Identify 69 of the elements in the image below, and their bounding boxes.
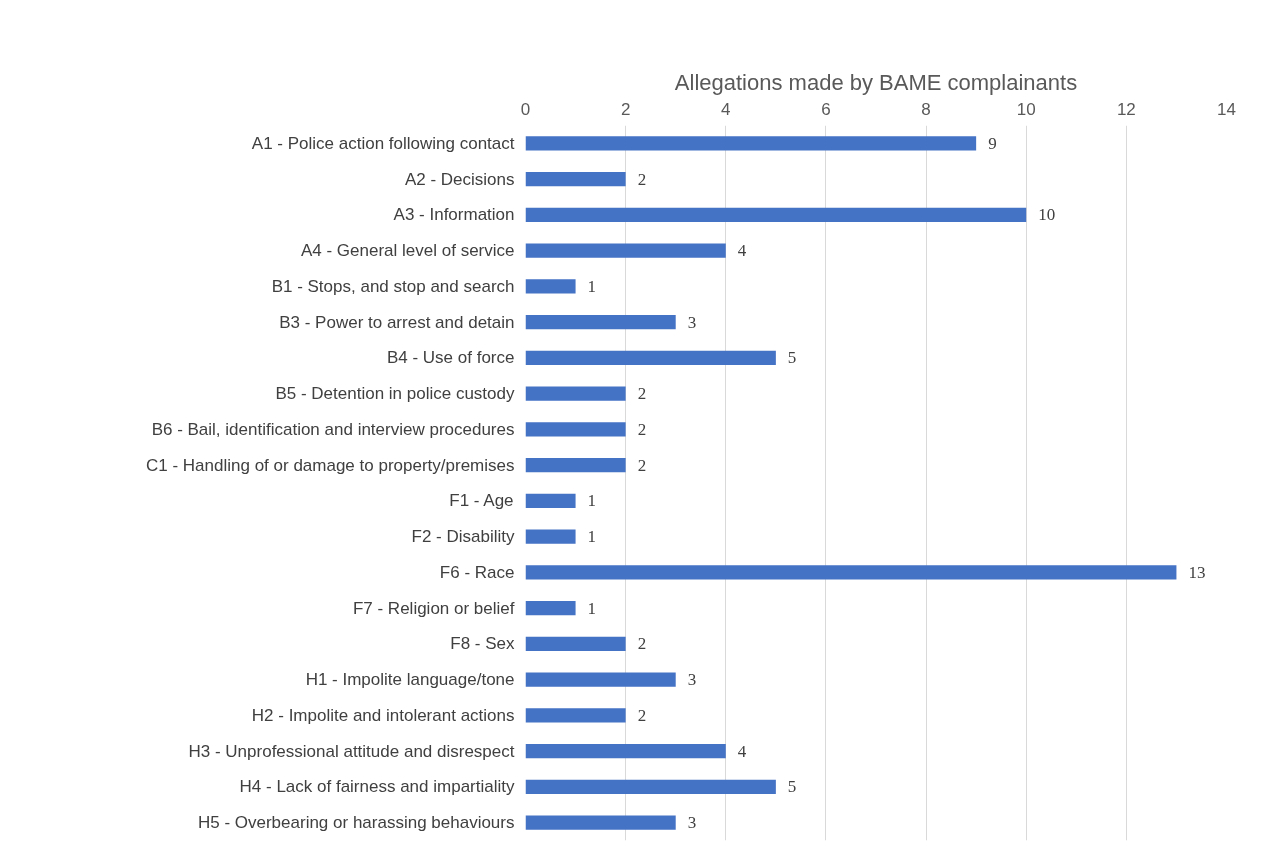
y-tick-label: F7 - Religion or belief (352, 598, 515, 618)
data-label: 3 (687, 670, 697, 690)
x-tick-label: 12 (1116, 99, 1136, 119)
bar (525, 743, 726, 759)
bar (525, 636, 626, 652)
bar (525, 350, 776, 366)
x-tick-label: 2 (620, 99, 631, 119)
bar (525, 672, 676, 687)
bar (525, 815, 676, 830)
bar (525, 493, 576, 509)
data-label: 2 (637, 169, 647, 189)
y-tick-label: A3 - Information (393, 205, 515, 225)
y-tick-label: B1 - Stops, and stop and search (271, 276, 515, 296)
x-tick-label: 0 (520, 99, 531, 119)
bar (525, 314, 676, 330)
bar (525, 457, 626, 473)
data-label: 1 (587, 491, 597, 511)
y-tick-label: F6 - Race (439, 562, 515, 582)
bar (525, 136, 977, 151)
data-label: 1 (587, 527, 597, 547)
bar (525, 243, 726, 258)
data-label: 3 (687, 813, 697, 833)
data-label: 1 (587, 276, 597, 296)
data-label: 2 (637, 419, 647, 439)
data-label: 13 (1188, 562, 1206, 582)
y-tick-label: A2 - Decisions (404, 169, 515, 189)
data-label: 5 (787, 777, 797, 797)
y-tick-label: F2 - Disability (411, 527, 515, 547)
data-label: 2 (637, 384, 647, 404)
y-tick-label: H3 - Unprofessional attitude and disrespect (188, 741, 515, 761)
data-label: 5 (787, 348, 797, 368)
x-tick-label: 4 (721, 99, 731, 119)
bar (525, 708, 626, 723)
y-tick-label: A1 - Police action following contact (251, 133, 515, 153)
data-label: 4 (737, 241, 747, 261)
bar (525, 279, 576, 294)
x-tick-label: 8 (921, 99, 931, 119)
y-tick-label: F1 - Age (449, 491, 514, 511)
y-tick-label: A4 - General level of service (300, 241, 515, 261)
bar (525, 600, 576, 616)
y-tick-label: F8 - Sex (450, 634, 515, 654)
y-tick-label: B5 - Detention in police custody (275, 384, 515, 404)
data-label: 10 (1038, 205, 1056, 225)
x-tick-label: 6 (821, 99, 831, 119)
y-tick-label: B3 - Power to arrest and detain (279, 312, 515, 332)
bar (525, 386, 626, 401)
data-label: 2 (637, 634, 647, 654)
y-tick-label: C1 - Handling of or damage to property/premises (145, 455, 515, 475)
y-tick-label: B4 - Use of force (386, 348, 515, 368)
data-label: 3 (687, 312, 697, 332)
bar (525, 207, 1027, 223)
x-tick-label: 14 (1217, 99, 1236, 119)
data-label: 1 (587, 598, 597, 618)
data-label: 4 (737, 741, 747, 761)
x-tick-label: 10 (1016, 99, 1036, 119)
data-label: 2 (637, 455, 647, 475)
bar (525, 529, 576, 544)
y-tick-label: H5 - Overbearing or harassing behaviours (197, 813, 515, 833)
bar (525, 565, 1177, 580)
y-tick-label: H1 - Impolite language/tone (305, 670, 515, 690)
data-label: 9 (988, 133, 997, 153)
bar (525, 422, 626, 437)
chart-title: Allegations made by BAME complainants (674, 69, 1078, 95)
data-label: 2 (637, 705, 647, 725)
y-tick-label: B6 - Bail, identification and interview procedures (151, 419, 515, 439)
bar (525, 779, 776, 795)
y-tick-label: H4 - Lack of fairness and impartiality (239, 777, 515, 797)
y-tick-label: H2 - Impolite and intolerant actions (251, 705, 515, 725)
bar (525, 171, 626, 187)
